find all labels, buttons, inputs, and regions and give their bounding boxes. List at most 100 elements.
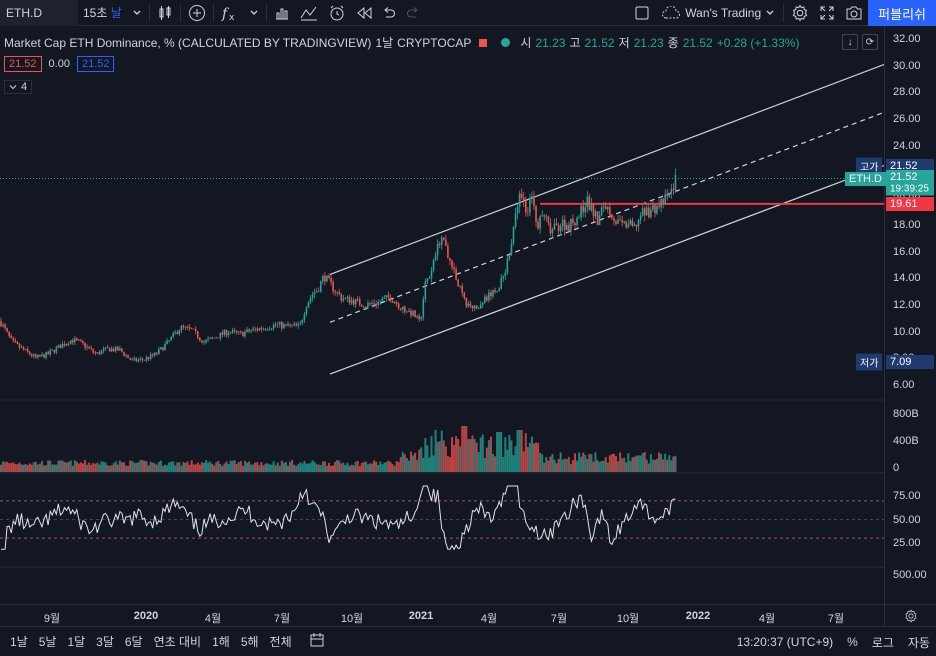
chart-canvas[interactable] (0, 26, 884, 604)
date-range-button[interactable]: 연초 대비 (153, 635, 202, 649)
refresh-icon[interactable]: ⟳ (862, 34, 878, 50)
undo-icon[interactable] (377, 0, 401, 26)
volume-bar (442, 440, 445, 472)
volume-bar (459, 446, 462, 472)
date-range-button[interactable]: 5날 (38, 635, 57, 649)
candle-body (340, 294, 343, 301)
publish-button[interactable]: 퍼블리쉬 (868, 0, 936, 26)
volume-bar (282, 462, 285, 472)
camera-icon[interactable] (840, 0, 868, 26)
compare-icon[interactable] (295, 0, 323, 26)
arrow-down-icon[interactable]: ↓ (842, 34, 858, 50)
volume-bar (276, 462, 279, 472)
candle-body (10, 335, 13, 339)
indicators-collapse-button[interactable]: 4 (4, 80, 33, 94)
clock-label[interactable]: 13:20:37 (UTC+9) (736, 635, 834, 649)
candle-body (383, 297, 386, 299)
volume-bar (180, 465, 183, 472)
candle-body (518, 193, 521, 207)
volume-bar (266, 463, 269, 472)
interval-button[interactable]: 15초 날 (78, 0, 127, 26)
financials-icon[interactable] (269, 0, 295, 26)
volume-bar (123, 462, 125, 472)
date-range-button[interactable]: 1해 (212, 635, 230, 649)
candles-icon[interactable] (152, 0, 178, 26)
candle-body (344, 297, 347, 299)
volume-bar (541, 454, 544, 472)
percent-toggle[interactable]: % (847, 635, 858, 649)
volume-bar (416, 459, 419, 472)
high-value: 21.52 (584, 35, 615, 50)
date-range-button[interactable]: 1달 (67, 635, 86, 649)
candle-body (299, 323, 302, 325)
volume-bar (637, 455, 640, 472)
volume-bar (174, 465, 177, 472)
redo-icon[interactable] (401, 0, 425, 26)
settings-gear-icon[interactable] (786, 0, 814, 26)
date-range-button[interactable]: 5해 (240, 635, 259, 649)
symbol-search-button[interactable]: ETH.D (0, 0, 78, 26)
date-range-button[interactable]: 3달 (96, 635, 114, 649)
candle-body (428, 278, 431, 280)
volume-bar (602, 460, 605, 472)
candle-body (580, 205, 582, 218)
auto-toggle[interactable]: 자동 (907, 635, 930, 650)
volume-bar (528, 442, 531, 472)
alert-clock-icon[interactable] (323, 0, 351, 26)
log-toggle[interactable]: 로그 (871, 635, 894, 650)
volume-bar (401, 451, 404, 472)
candle-body (594, 211, 597, 217)
price-tick: 26.00 (893, 113, 921, 125)
divider (212, 3, 214, 22)
candle-body (223, 329, 226, 335)
volume-bar (358, 465, 361, 472)
date-range-button[interactable]: 6달 (124, 635, 143, 649)
volume-bar (108, 465, 111, 472)
candle-body (229, 332, 232, 334)
volume-bar (512, 455, 515, 472)
add-indicator-plus-icon[interactable] (183, 0, 211, 26)
candle-body (295, 323, 297, 326)
volume-bar (36, 464, 39, 472)
candle-body (650, 209, 652, 218)
candle-body (307, 302, 310, 308)
candle-body (147, 357, 150, 360)
candle-body (358, 299, 361, 305)
candle-body (322, 275, 324, 282)
volume-bar (217, 460, 220, 472)
candle-body (289, 324, 291, 326)
date-range-button[interactable]: 1날 (10, 635, 28, 649)
candle-body (617, 219, 619, 224)
replay-rewind-icon[interactable] (351, 0, 377, 26)
candle-body (467, 303, 470, 307)
volume-bar (287, 465, 289, 472)
date-range-button[interactable]: 전체 (269, 635, 292, 649)
axis-settings-gear-icon[interactable] (884, 604, 936, 626)
volume-bar (354, 461, 357, 472)
volume-bar (166, 465, 169, 472)
price-axis[interactable]: 32.0030.0028.0026.0024.0022.0020.0018.00… (884, 26, 936, 604)
candle-body (274, 324, 277, 326)
legend-exchange: CRYPTOCAP (397, 35, 472, 50)
fullscreen-icon[interactable] (814, 0, 840, 26)
candle-body (656, 205, 658, 214)
time-axis[interactable]: 9월 2020 4월 7월 10월 2021 4월 7월 10월 2022 4월 7월 (0, 604, 884, 626)
channel-upper-line (329, 63, 884, 276)
volume-bar (369, 463, 371, 472)
go-to-date-icon[interactable] (309, 632, 325, 651)
volume-bar (346, 462, 349, 472)
fullscreen-square-icon[interactable] (629, 0, 655, 26)
chevron-down-icon[interactable] (244, 0, 264, 26)
layout-name-button[interactable]: Wan's Trading (655, 6, 781, 20)
volume-bar (268, 464, 271, 472)
volume-bar (500, 432, 503, 472)
indicator-value-c: 21.52 (76, 56, 115, 72)
candle-body (363, 306, 365, 308)
legend-title[interactable]: Market Cap ETH Dominance, % (CALCULATED … (4, 35, 372, 50)
volume-bar (559, 452, 562, 472)
volume-bar (47, 460, 50, 472)
volume-bar (190, 460, 193, 472)
volume-bar (303, 460, 306, 472)
chevron-down-icon[interactable] (127, 0, 147, 26)
